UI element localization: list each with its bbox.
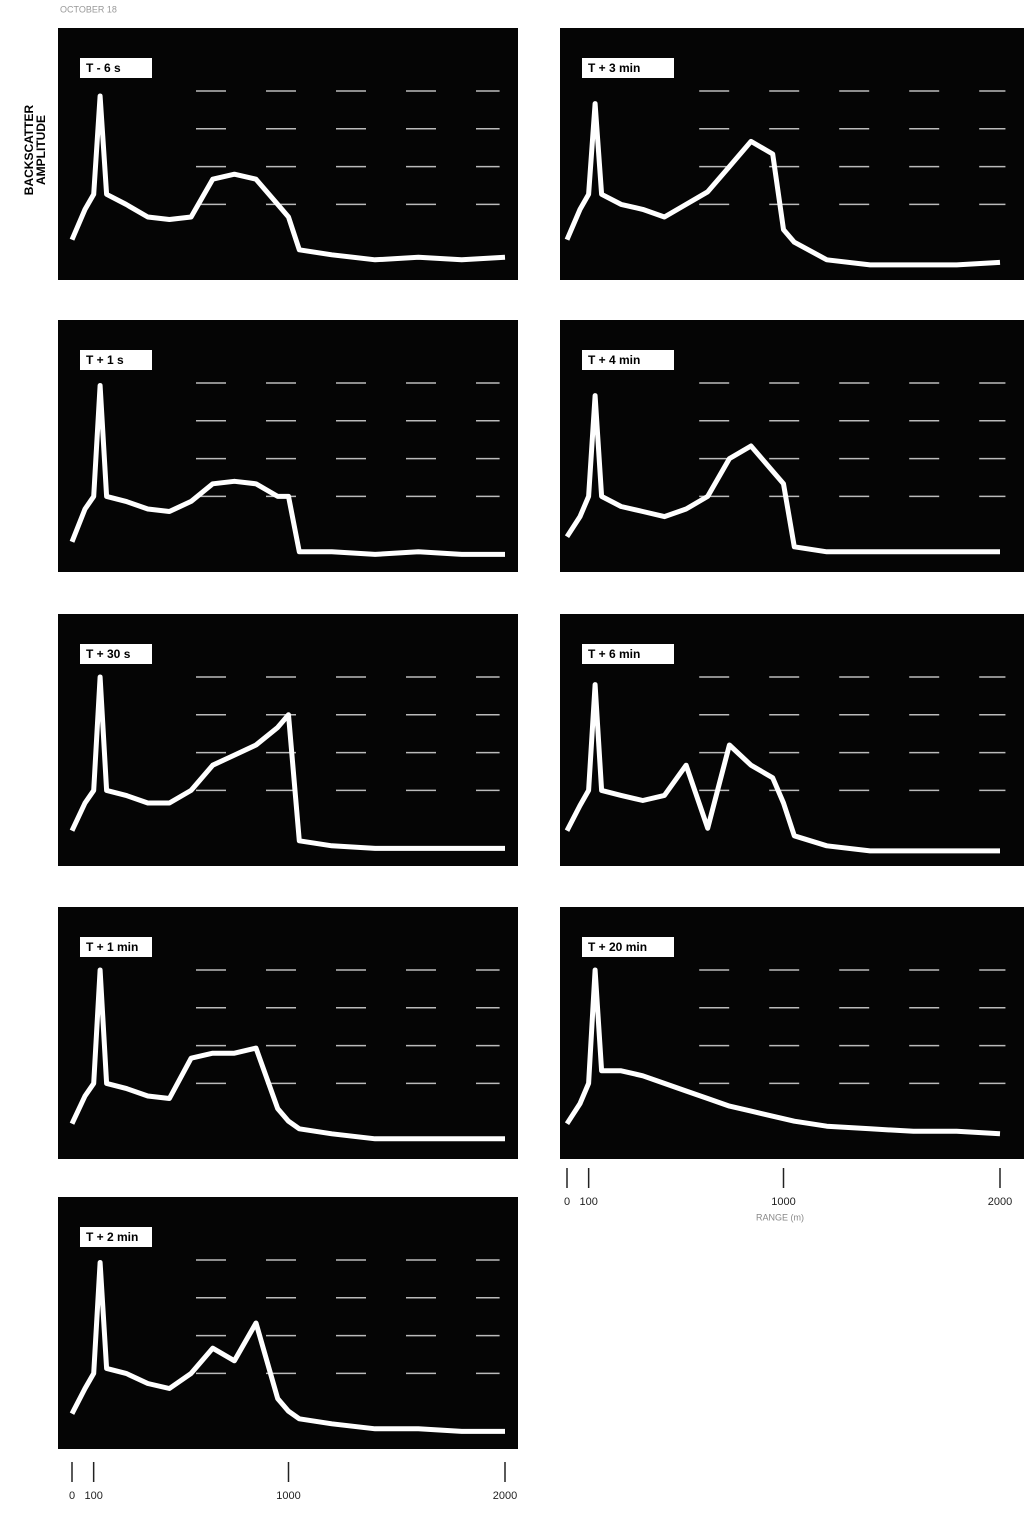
label-box	[582, 937, 674, 957]
label-box	[582, 644, 674, 664]
trace	[564, 393, 1000, 555]
panel-label: T + 30 s	[86, 647, 131, 661]
label-box	[80, 644, 152, 664]
x-tick-label: 1000	[771, 1196, 795, 1208]
label-box	[80, 1227, 152, 1247]
y-axis-label: BACKSCATTER AMPLITUDE	[22, 104, 48, 195]
x-tick-label: 2000	[493, 1490, 517, 1502]
trace	[564, 101, 1001, 268]
label-box	[582, 58, 674, 78]
label-box	[582, 350, 674, 370]
label-box	[80, 937, 152, 957]
trace	[69, 383, 505, 557]
panel-label: T + 4 min	[588, 353, 640, 367]
x-tick-label: 100	[579, 1196, 597, 1208]
trace	[69, 674, 505, 851]
y-label-line: AMPLITUDE	[34, 115, 48, 185]
trace	[564, 682, 1000, 854]
panel-label: T + 1 min	[86, 940, 138, 954]
y-label-line: BACKSCATTER	[22, 104, 36, 195]
x-axis-label: RANGE (m)	[756, 1212, 804, 1222]
x-tick-label: 1000	[276, 1490, 300, 1502]
panel-label: T + 3 min	[588, 61, 640, 75]
trace	[69, 967, 505, 1142]
panel-label: T + 1 s	[86, 353, 124, 367]
panel-label: T + 2 min	[86, 1230, 138, 1244]
panel-label: T + 6 min	[588, 647, 640, 661]
x-tick-label: 2000	[988, 1196, 1012, 1208]
label-box	[80, 350, 152, 370]
trace	[564, 967, 1001, 1137]
header: OCTOBER 18	[60, 4, 117, 14]
panel-label: T + 20 min	[588, 940, 647, 954]
trace	[69, 93, 506, 263]
x-tick-label: 0	[564, 1196, 570, 1208]
label-box	[80, 58, 152, 78]
panel-label: T - 6 s	[86, 61, 121, 75]
x-tick-label: 100	[84, 1490, 102, 1502]
trace	[69, 1260, 505, 1434]
x-tick-label: 0	[69, 1490, 75, 1502]
